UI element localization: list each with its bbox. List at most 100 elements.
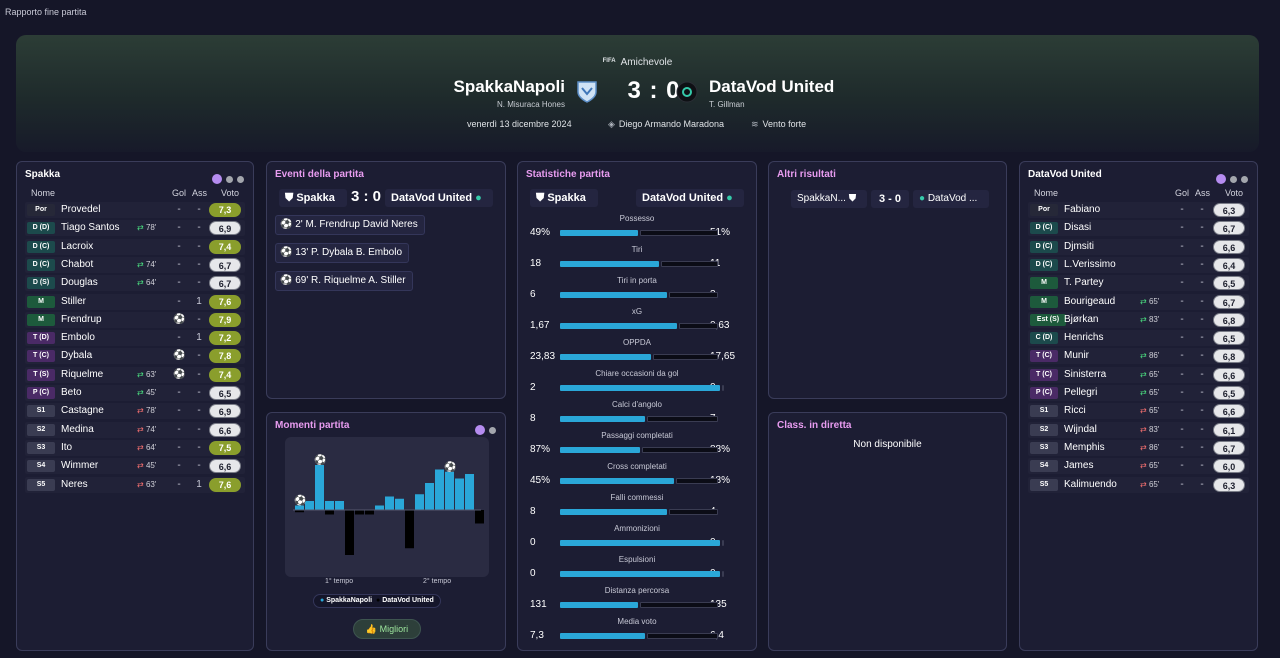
player-name[interactable]: Wimmer [61, 460, 99, 472]
player-row[interactable]: S2 Wijndal ⇄ 83' - -6,1 [1028, 421, 1249, 438]
dot-icon[interactable] [1241, 176, 1248, 183]
col-voto[interactable]: Voto [220, 188, 239, 198]
player-name[interactable]: Embolo [61, 332, 95, 344]
player-row[interactable]: Por Fabiano - -6,3 [1028, 202, 1249, 218]
col-ass[interactable]: Ass [1195, 188, 1211, 198]
dot-icon[interactable] [475, 425, 485, 435]
player-name[interactable]: Disasi [1064, 222, 1092, 234]
player-name[interactable]: T. Partey [1064, 277, 1104, 289]
substitution-icon: ⇄ [137, 461, 144, 471]
player-row[interactable]: S4 Wimmer ⇄ 45' - -6,6 [25, 458, 245, 475]
player-name[interactable]: Sinisterra [1064, 368, 1107, 380]
player-name[interactable]: Fabiano [1064, 204, 1101, 215]
goals: - [177, 460, 181, 472]
player-row[interactable]: D (D) Tiago Santos ⇄ 78' - -6,9 [25, 220, 245, 237]
home-team-name[interactable]: SpakkaNapoli [453, 77, 566, 96]
player-name[interactable]: Medina [61, 423, 94, 435]
stat-away-bar [646, 633, 718, 639]
player-name[interactable]: Munir [1064, 350, 1090, 362]
player-name[interactable]: Tiago Santos [61, 222, 120, 234]
player-name[interactable]: Ito [61, 441, 73, 453]
player-name[interactable]: L.Verissimo [1064, 258, 1116, 270]
player-row[interactable]: D (C) Lacroix - -7,4 [25, 238, 245, 255]
player-row[interactable]: Est (S) Bjørkan ⇄ 83' - -6,8 [1028, 311, 1249, 328]
player-name[interactable]: Riquelme [61, 368, 104, 380]
panel-dots[interactable] [471, 421, 496, 439]
dot-icon[interactable] [1230, 176, 1237, 183]
dot-icon[interactable] [489, 427, 496, 434]
player-name[interactable]: Chabot [61, 258, 94, 270]
panel-dots[interactable] [208, 170, 244, 188]
player-row[interactable]: S5 Neres ⇄ 63' - 1 7,6 [25, 476, 245, 493]
event-item[interactable]: ⚽ 13' P. Dybala B. Embolo [275, 243, 410, 263]
player-row[interactable]: T (C) Dybala ⚽ -7,8 [25, 348, 245, 365]
player-row[interactable]: Por Provedel - -7,3 [25, 202, 245, 218]
result-home[interactable]: SpakkaN... ⛊ [791, 190, 867, 208]
player-name[interactable]: Ricci [1064, 405, 1086, 417]
player-name[interactable]: Memphis [1064, 441, 1105, 453]
home-bar [445, 471, 454, 510]
player-name[interactable]: James [1064, 460, 1094, 472]
player-row[interactable]: M Frendrup ⚽ -7,9 [25, 311, 245, 328]
player-name[interactable]: Bourigeaud [1064, 295, 1116, 307]
player-name[interactable]: Kalimuendo [1064, 478, 1117, 490]
player-row[interactable]: T (D) Embolo - 1 7,2 [25, 330, 245, 347]
player-name[interactable]: Frendrup [61, 313, 102, 325]
player-row[interactable]: S5 Kalimuendo ⇄ 65' - -6,3 [1028, 476, 1249, 493]
player-row[interactable]: T (C) Sinisterra ⇄ 65' - -6,6 [1028, 366, 1249, 383]
player-row[interactable]: D (C) Chabot ⇄ 74' - -6,7 [25, 256, 245, 273]
col-ass[interactable]: Ass [192, 188, 208, 198]
player-name[interactable]: Lacroix [61, 240, 94, 252]
player-row[interactable]: T (C) Munir ⇄ 86' - -6,8 [1028, 348, 1249, 365]
player-row[interactable]: S1 Ricci ⇄ 65' - -6,6 [1028, 403, 1249, 420]
player-row[interactable]: D (C) L.Verissimo - -6,4 [1028, 256, 1249, 273]
event-item[interactable]: ⚽ 69' R. Riquelme A. Stiller [275, 271, 413, 291]
player-row[interactable]: M Bourigeaud ⇄ 65' - -6,7 [1028, 293, 1249, 310]
player-name[interactable]: Beto [61, 387, 82, 398]
player-row[interactable]: P (C) Pellegri ⇄ 65' - -6,5 [1028, 385, 1249, 401]
home-team[interactable]: SpakkaNapoli N. Misuraca Hones [454, 77, 566, 109]
best-moments-button[interactable]: 👍 Migliori [353, 619, 421, 639]
player-row[interactable]: M Stiller - 1 7,6 [25, 293, 245, 310]
player-row[interactable]: C (D) Henrichs - -6,5 [1028, 330, 1249, 347]
player-name[interactable]: Stiller [61, 295, 87, 307]
player-row[interactable]: D (S) Douglas ⇄ 64' - -6,7 [25, 275, 245, 292]
player-row[interactable]: S4 James ⇄ 65' - -6,0 [1028, 458, 1249, 475]
dot-icon[interactable] [237, 176, 244, 183]
player-row[interactable]: M T. Partey - -6,5 [1028, 275, 1249, 292]
dot-icon[interactable] [1216, 174, 1226, 184]
col-gol[interactable]: Gol [172, 188, 187, 198]
player-name[interactable]: Douglas [61, 277, 98, 289]
substitution-icon: ⇄ [137, 369, 144, 379]
col-voto[interactable]: Voto [1224, 188, 1243, 198]
player-row[interactable]: T (S) Riquelme ⇄ 63' ⚽ -7,4 [25, 366, 245, 383]
event-item[interactable]: ⚽ 2' M. Frendrup David Neres [275, 215, 425, 235]
player-row[interactable]: S2 Medina ⇄ 74' - -6,6 [25, 421, 245, 438]
player-row[interactable]: S3 Memphis ⇄ 86' - -6,7 [1028, 439, 1249, 456]
player-name[interactable]: Pellegri [1064, 387, 1098, 398]
player-name[interactable]: Henrichs [1064, 332, 1104, 344]
result-score[interactable]: 3 - 0 [871, 190, 909, 208]
player-row[interactable]: S3 Ito ⇄ 64' - -7,5 [25, 439, 245, 456]
col-name[interactable]: Nome [31, 188, 56, 198]
dot-icon[interactable] [212, 174, 222, 184]
player-row[interactable]: D (C) Djmsiti - -6,6 [1028, 238, 1249, 255]
player-row[interactable]: P (C) Beto ⇄ 45' - -6,5 [25, 385, 245, 401]
player-name[interactable]: Djmsiti [1064, 240, 1094, 252]
away-team[interactable]: DataVod United T. Gillman [709, 77, 834, 109]
result-away[interactable]: ● DataVod ... [913, 190, 989, 208]
away-team-name[interactable]: DataVod United [709, 77, 835, 96]
player-name[interactable]: Bjørkan [1064, 313, 1099, 325]
player-name[interactable]: Dybala [61, 350, 93, 362]
position-badge: P (C) [1030, 387, 1058, 399]
panel-dots[interactable] [1212, 170, 1248, 188]
player-name[interactable]: Neres [61, 478, 88, 490]
dot-icon[interactable] [226, 176, 233, 183]
col-gol[interactable]: Gol [1175, 188, 1190, 198]
player-row[interactable]: D (C) Disasi - -6,7 [1028, 220, 1249, 237]
col-name[interactable]: Nome [1034, 188, 1059, 198]
player-row[interactable]: S1 Castagne ⇄ 78' - -6,9 [25, 403, 245, 420]
player-name[interactable]: Wijndal [1064, 423, 1097, 435]
player-name[interactable]: Castagne [61, 405, 104, 417]
player-name[interactable]: Provedel [61, 204, 101, 215]
